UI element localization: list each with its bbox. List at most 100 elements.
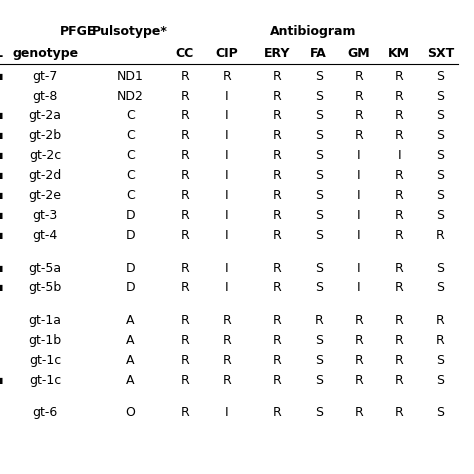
Text: S: S — [437, 282, 445, 294]
Text: R: R — [395, 334, 403, 347]
Text: R: R — [273, 314, 281, 327]
Text: D: D — [125, 282, 135, 294]
Text: gt-1c: gt-1c — [29, 354, 61, 367]
Text: R: R — [181, 209, 189, 222]
Text: gt-8: gt-8 — [32, 90, 58, 102]
Text: S: S — [315, 282, 323, 294]
Text: R: R — [395, 282, 403, 294]
Text: R: R — [273, 189, 281, 202]
Text: S: S — [437, 374, 445, 387]
Text: R: R — [395, 229, 403, 242]
Text: R: R — [273, 149, 281, 163]
Text: ■: ■ — [0, 151, 3, 160]
Text: R: R — [273, 406, 281, 419]
Text: R: R — [273, 90, 281, 102]
Text: gt-5a: gt-5a — [28, 262, 62, 274]
Text: I: I — [397, 149, 401, 163]
Text: A: A — [126, 314, 135, 327]
Text: genotype: genotype — [12, 47, 78, 60]
Text: R: R — [181, 129, 189, 143]
Text: Pulsotype*: Pulsotype* — [92, 26, 168, 38]
Text: R: R — [355, 70, 363, 82]
Text: ■: ■ — [0, 191, 3, 200]
Text: R: R — [395, 209, 403, 222]
Text: A: A — [126, 334, 135, 347]
Text: ND2: ND2 — [117, 90, 144, 102]
Text: R: R — [273, 70, 281, 82]
Text: S: S — [315, 90, 323, 102]
Text: ■: ■ — [0, 111, 3, 120]
Text: R: R — [395, 374, 403, 387]
Text: R: R — [181, 262, 189, 274]
Text: PFGE: PFGE — [60, 26, 97, 38]
Text: R: R — [395, 90, 403, 102]
Text: R: R — [273, 334, 281, 347]
Text: R: R — [181, 354, 189, 367]
Text: C: C — [126, 169, 135, 182]
Text: I: I — [225, 169, 228, 182]
Text: R: R — [355, 109, 363, 122]
Text: R: R — [273, 374, 281, 387]
Text: S: S — [315, 189, 323, 202]
Text: R: R — [181, 189, 189, 202]
Text: R: R — [273, 282, 281, 294]
Text: I: I — [357, 169, 361, 182]
Text: gt-2d: gt-2d — [28, 169, 62, 182]
Text: R: R — [181, 406, 189, 419]
Text: Antibiogram: Antibiogram — [270, 26, 356, 38]
Text: ■: ■ — [0, 376, 3, 385]
Text: D: D — [125, 209, 135, 222]
Text: ■: ■ — [0, 231, 3, 240]
Text: ■: ■ — [0, 264, 3, 273]
Text: R: R — [395, 109, 403, 122]
Text: R: R — [355, 129, 363, 143]
Text: R: R — [222, 374, 231, 387]
Text: R: R — [436, 229, 445, 242]
Text: R: R — [273, 354, 281, 367]
Text: I: I — [225, 129, 228, 143]
Text: SXT: SXT — [427, 47, 454, 60]
Text: R: R — [273, 262, 281, 274]
Text: D: D — [125, 262, 135, 274]
Text: O: O — [125, 406, 135, 419]
Text: R: R — [273, 129, 281, 143]
Text: ERY: ERY — [264, 47, 290, 60]
Text: R: R — [273, 229, 281, 242]
Text: ■: ■ — [0, 72, 3, 81]
Text: gt-4: gt-4 — [33, 229, 58, 242]
Text: R: R — [355, 354, 363, 367]
Text: S: S — [437, 169, 445, 182]
Text: gt-2a: gt-2a — [28, 109, 62, 122]
Text: R: R — [314, 314, 323, 327]
Text: I: I — [357, 189, 361, 202]
Text: S: S — [437, 149, 445, 163]
Text: R: R — [273, 109, 281, 122]
Text: S: S — [315, 129, 323, 143]
Text: GM: GM — [347, 47, 370, 60]
Text: ■: ■ — [0, 283, 3, 292]
Text: gt-2e: gt-2e — [28, 189, 62, 202]
Text: C: C — [126, 189, 135, 202]
Text: ■: ■ — [0, 131, 3, 140]
Text: gt-5b: gt-5b — [28, 282, 62, 294]
Text: R: R — [395, 70, 403, 82]
Text: ■: ■ — [0, 211, 3, 220]
Text: ■: ■ — [0, 171, 3, 180]
Text: R: R — [181, 70, 189, 82]
Text: R: R — [181, 374, 189, 387]
Text: gt-2b: gt-2b — [28, 129, 62, 143]
Text: CIP: CIP — [215, 47, 238, 60]
Text: I: I — [357, 282, 361, 294]
Text: I: I — [225, 109, 228, 122]
Text: S: S — [437, 109, 445, 122]
Text: I: I — [357, 149, 361, 163]
Text: I: I — [225, 189, 228, 202]
Text: I: I — [225, 262, 228, 274]
Text: D: D — [125, 229, 135, 242]
Text: R: R — [181, 109, 189, 122]
Text: S: S — [315, 169, 323, 182]
Text: R: R — [395, 169, 403, 182]
Text: ND1: ND1 — [117, 70, 144, 82]
Text: I: I — [357, 209, 361, 222]
Text: S: S — [437, 70, 445, 82]
